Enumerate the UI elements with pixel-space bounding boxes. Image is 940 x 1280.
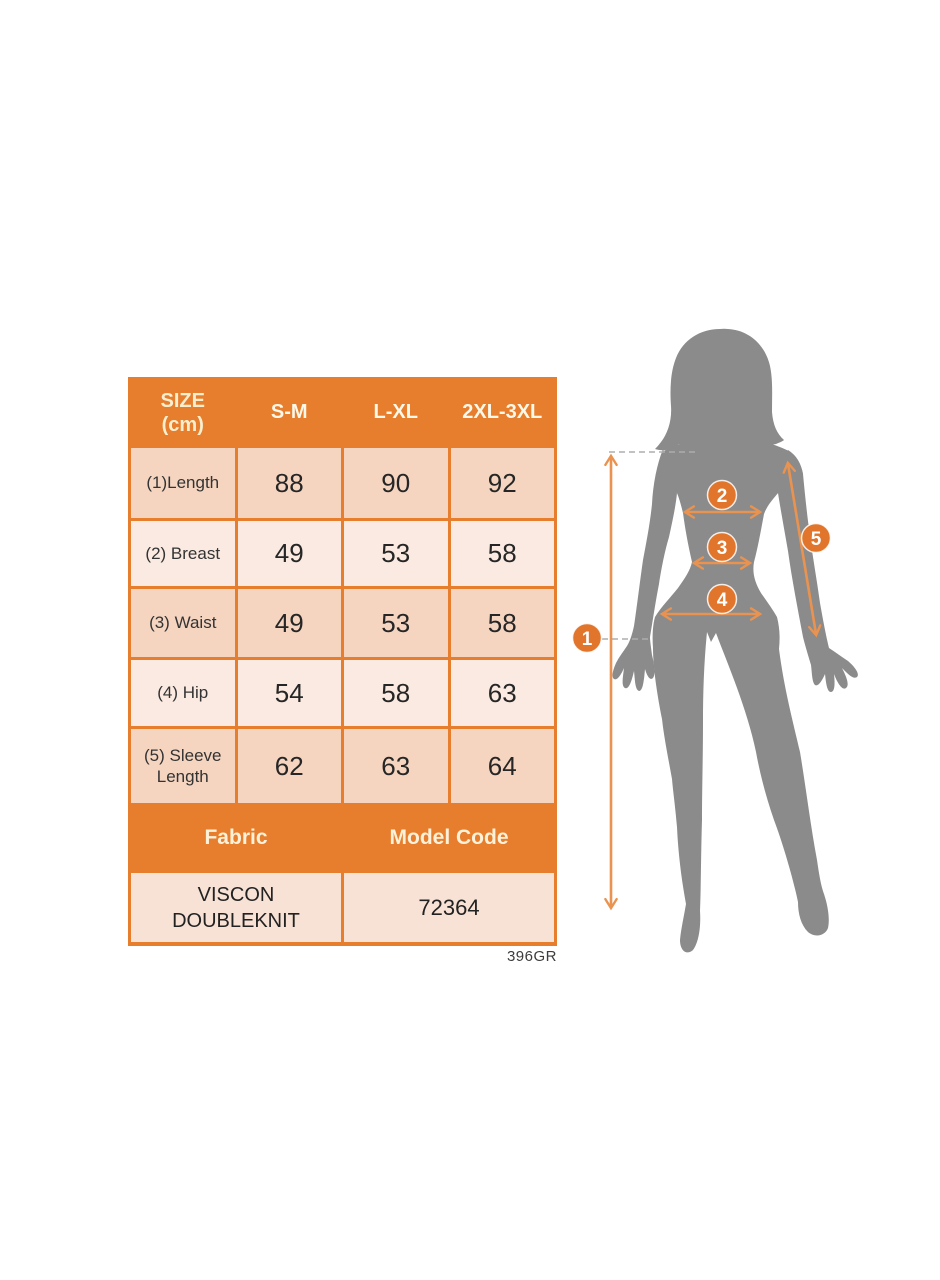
size-table-corner-header: SIZE (cm) [131,380,235,445]
marker-3-number: 3 [717,538,728,559]
sleeve-sm-value: 62 [237,729,341,803]
measurement-arrows [611,457,816,907]
breast-sm-value: 49 [237,521,341,586]
row-label-waist: (3) Waist [131,589,235,657]
sleeve-arrow-icon [788,464,816,634]
marker-1-number: 1 [582,629,593,650]
right-arm-icon [778,450,858,692]
column-header-sm: S-M [237,380,341,445]
marker-4: 4 [706,583,738,615]
marker-2-number: 2 [717,486,728,507]
measurement-markers: 1 2 3 4 5 [571,479,832,654]
marker-5-number: 5 [811,529,822,550]
length-lxl-value: 90 [344,448,448,518]
fabric-header: Fabric [131,806,341,870]
waist-sm-value: 49 [237,589,341,657]
column-header-lxl: L-XL [344,380,448,445]
row-label-sleeve-length: (5) Sleeve Length [131,729,235,803]
size-table: SIZE (cm) S-M L-XL 2XL-3XL (1)Length 88 … [128,377,557,946]
measurement-diagram: 1 2 3 4 5 [571,328,858,953]
sleeve-2xl3xl-value: 64 [450,729,554,803]
left-arm-icon [612,449,677,691]
hip-lxl-value: 58 [344,660,448,726]
length-2xl3xl-value: 92 [450,448,554,518]
waist-2xl3xl-value: 58 [450,589,554,657]
row-label-breast: (2) Breast [131,521,235,586]
female-body-silhouette-icon [612,328,858,953]
size-header-label: SIZE (cm) [160,389,205,436]
marker-2: 2 [706,479,738,511]
column-header-2xl3xl: 2XL-3XL [450,380,554,445]
fabric-value: VISCON DOUBLEKNIT [131,873,341,942]
row-label-length: (1)Length [131,448,235,518]
fabric-value-text: VISCON DOUBLEKNIT [172,883,300,932]
marker-4-number: 4 [717,590,728,611]
marker-1: 1 [571,622,603,654]
hip-2xl3xl-value: 63 [450,660,554,726]
length-sm-value: 88 [237,448,341,518]
model-footnote: 396GR [506,948,557,965]
marker-5: 5 [800,522,832,554]
breast-lxl-value: 53 [344,521,448,586]
model-code-value: 72364 [344,873,554,942]
hip-sm-value: 54 [237,660,341,726]
waist-lxl-value: 53 [344,589,448,657]
model-code-header: Model Code [344,806,554,870]
row-label-hip: (4) Hip [131,660,235,726]
breast-2xl3xl-value: 58 [450,521,554,586]
head-icon [655,328,784,457]
sleeve-lxl-value: 63 [344,729,448,803]
marker-3: 3 [706,531,738,563]
